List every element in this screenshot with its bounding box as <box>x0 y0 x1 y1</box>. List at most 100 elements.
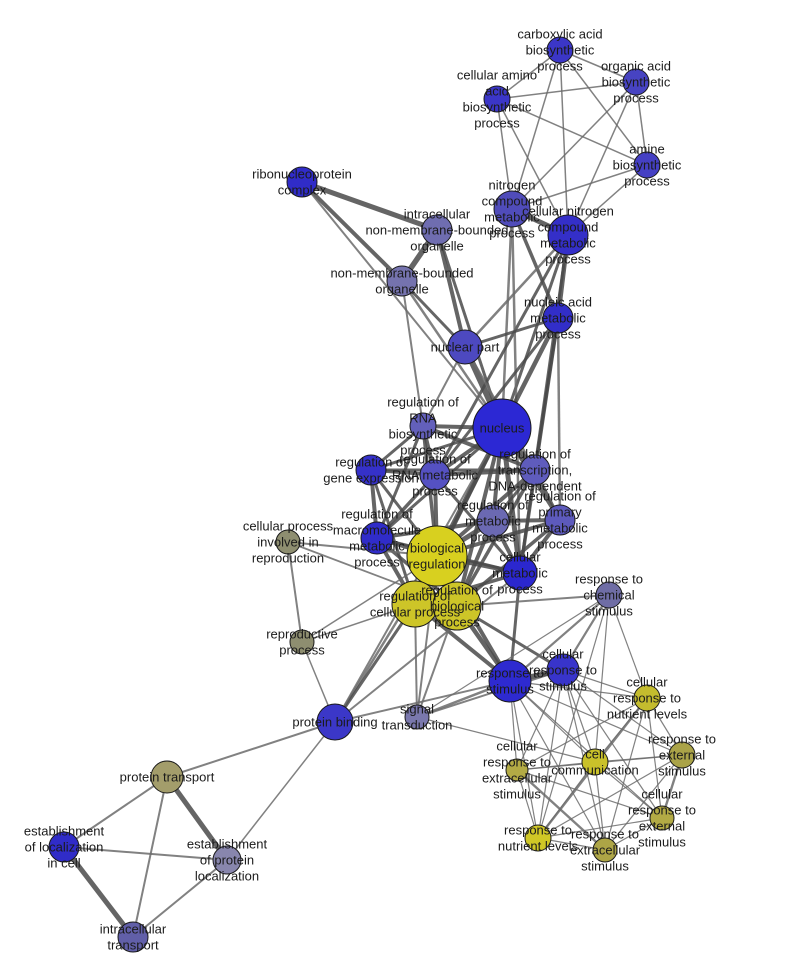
node-regmet[interactable] <box>476 504 510 538</box>
node-cellrespstim[interactable] <box>546 653 580 687</box>
node-organic[interactable] <box>622 68 650 96</box>
node-regbioproc[interactable] <box>432 581 482 631</box>
edge-amine-nitrogen <box>511 164 648 210</box>
edge-proteintransport-intratransport <box>132 776 168 938</box>
node-label-reggeneexp: regulation of gene expression <box>323 455 418 486</box>
node-label-amine: amine biosynthetic process <box>613 142 682 189</box>
node-label-regprimary: regulation of primary metabolic process <box>524 489 596 552</box>
node-label-nuclearpart: nuclear part <box>431 340 500 355</box>
node-cellamino[interactable] <box>483 85 511 113</box>
node-nitrogen[interactable] <box>493 190 531 228</box>
node-label-carboxylic: carboxylic acid biosynthetic process <box>517 27 602 74</box>
edge-celnitrogen-nucleus <box>500 234 570 429</box>
node-regtranscription[interactable] <box>519 454 551 486</box>
node-label-cellrespextracell: cellular response to extracellular stimulus <box>482 739 553 802</box>
node-respexternal[interactable] <box>668 741 696 769</box>
node-cellrespextracell[interactable] <box>505 758 529 782</box>
edge-estloccell-estprotloc <box>63 846 228 861</box>
edge-signaltrans-cellcomm <box>416 716 596 763</box>
node-rnp[interactable] <box>286 166 318 198</box>
edge-cellrespextracell-respextracell <box>516 769 606 851</box>
node-respchem[interactable] <box>595 581 623 609</box>
edge-respnutrient-cellrespexternal <box>537 817 663 839</box>
edge-respchem-cellcomm <box>594 594 610 763</box>
node-label-cpir: cellular process involved in reproduction <box>243 519 334 566</box>
node-label-regtranscription: regulation of transcription, DNA-dependent <box>488 447 582 494</box>
node-label-cellrespnutrient: cellular response to nutrient levels <box>607 675 688 722</box>
node-cellmet[interactable] <box>502 555 538 591</box>
node-label-nucleicacid: nucleic acid metabolic process <box>524 295 592 342</box>
edge-nucleicacid-regprimary <box>556 317 562 521</box>
edge-cellamino-nitrogen <box>496 98 513 210</box>
node-celnitrogen[interactable] <box>547 214 589 256</box>
node-label-repro: reproductive process <box>266 627 338 658</box>
node-respextracell[interactable] <box>592 837 618 863</box>
node-estloccell[interactable] <box>48 831 80 863</box>
edge-regrnabio-regtranscription <box>422 424 536 472</box>
node-inmbo[interactable] <box>421 214 453 246</box>
edge-estloccell-intratransport <box>62 845 135 939</box>
edge-nitrogen-cellmet <box>510 208 522 574</box>
edge-organic-amine <box>635 81 648 166</box>
edge-cellcomm-respextracell <box>594 761 606 851</box>
node-label-cellmet: cellular metabolic process <box>492 550 548 597</box>
node-cellrespnutrient[interactable] <box>633 684 661 712</box>
node-label-regmacro: regulation of macromolecule metabolic proce… <box>333 507 421 570</box>
node-signaltrans[interactable] <box>404 704 430 730</box>
node-nucleus[interactable] <box>472 398 532 458</box>
node-estprotloc[interactable] <box>212 845 242 875</box>
edge-proteinbinding-regcellproc <box>333 603 417 723</box>
edge-rnp-nucleus <box>301 181 503 429</box>
edge-estprotloc-intratransport <box>132 859 228 938</box>
node-regprimary[interactable] <box>544 504 576 536</box>
edge-signaltrans-respchem <box>416 594 610 718</box>
node-regrnabio[interactable] <box>409 412 437 440</box>
node-carboxylic[interactable] <box>546 36 574 64</box>
node-proteintransport[interactable] <box>150 760 184 794</box>
node-label-regbioproc: regulation of biological process <box>421 583 493 630</box>
edge-rnp-inmbo <box>301 179 438 233</box>
node-label-respexternal: response to external stimulus <box>648 732 716 779</box>
edge-respchem-respnutrient <box>537 594 610 839</box>
node-amine[interactable] <box>633 151 661 179</box>
node-respnutrient[interactable] <box>524 824 552 852</box>
node-label-rnp: ribonucleoprotein complex <box>252 167 352 198</box>
edge-respexternal-respnutrient <box>537 754 683 839</box>
edge-cellrespstim-cellrespextracell <box>516 669 564 771</box>
node-label-respstim: response to stimulus <box>476 666 544 697</box>
node-label-cellcomm: cell communication <box>551 747 638 778</box>
node-regrnamet[interactable] <box>419 459 451 491</box>
node-label-regcellproc: regulation of cellular process <box>370 589 461 620</box>
node-cpir[interactable] <box>275 529 301 555</box>
node-label-nmbo: non-membrane-bounded organelle <box>330 266 473 297</box>
node-intratransport[interactable] <box>117 921 149 953</box>
edge-proteintransport-estloccell <box>63 776 168 848</box>
node-label-celnitrogen: cellular nitrogen compound metabolic proces… <box>522 204 614 267</box>
node-cellrespexternal[interactable] <box>649 805 675 831</box>
node-label-estloccell: establishment of localization in cell <box>24 824 105 871</box>
node-regmacro[interactable] <box>360 521 394 555</box>
edge-nucleicacid-regrnamet <box>433 317 560 476</box>
edge-cpir-repro <box>287 541 303 643</box>
edge-carboxylic-organic <box>559 49 637 83</box>
edge-cellamino-celnitrogen <box>496 98 569 236</box>
node-respstim[interactable] <box>488 659 532 703</box>
edge-regrnabio-regmacro <box>375 425 425 539</box>
node-label-respchem: response to chemical stimulus <box>575 572 643 619</box>
edge-organic-cellamino <box>496 81 637 100</box>
node-proteinbinding[interactable] <box>316 703 354 741</box>
node-label-nitrogen: nitrogen compound metabolic process <box>482 178 543 241</box>
node-label-respextracell: response to extracellular stimulus <box>570 827 641 874</box>
node-bioreg[interactable] <box>406 525 468 587</box>
edge-organic-celnitrogen <box>567 81 637 236</box>
node-nuclearpart[interactable] <box>447 329 483 365</box>
node-nmbo[interactable] <box>386 265 418 297</box>
node-label-signaltrans: signal transduction <box>382 702 453 733</box>
node-cellcomm[interactable] <box>581 748 609 776</box>
node-repro[interactable] <box>289 629 315 655</box>
node-nucleicacid[interactable] <box>542 302 574 334</box>
node-reggeneexp[interactable] <box>355 454 387 486</box>
node-label-cellrespstim: cellular response to stimulus <box>529 647 597 694</box>
